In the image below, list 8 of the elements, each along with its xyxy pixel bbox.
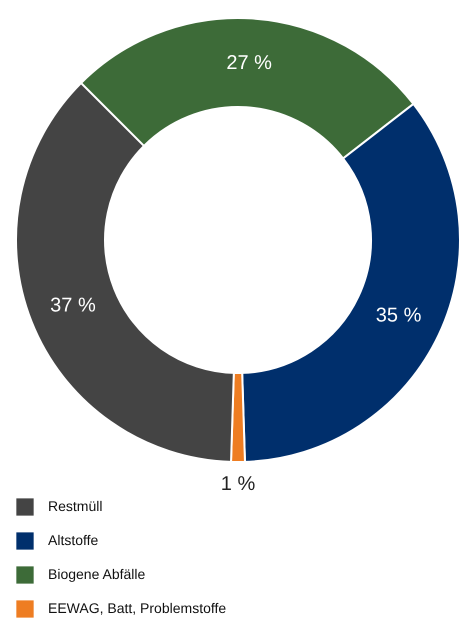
legend-label: Restmüll [48, 498, 102, 514]
data-label: 1 % [220, 473, 256, 495]
legend-label: Biogene Abfälle [48, 566, 146, 582]
legend-label: EEWAG, Batt, Problemstoffe [48, 600, 226, 616]
data-label: 35 % [376, 304, 422, 327]
legend-label: Altstoffe [48, 532, 99, 548]
data-label: 37 % [50, 294, 96, 316]
data-label: 27 % [226, 52, 272, 74]
